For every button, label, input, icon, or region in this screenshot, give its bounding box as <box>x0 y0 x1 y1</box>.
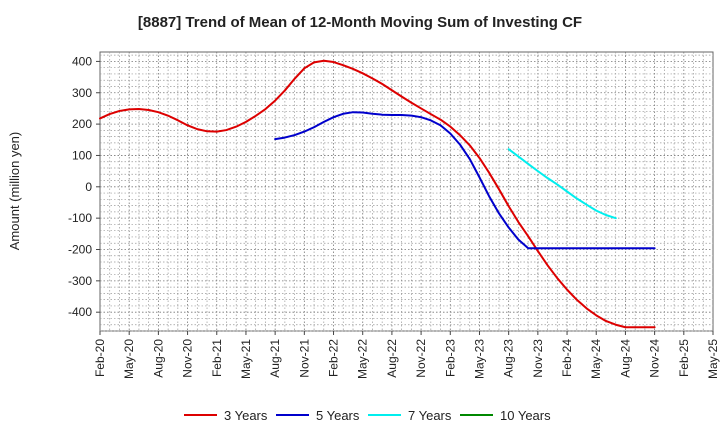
x-tick-label: Feb-25 <box>677 339 691 377</box>
y-axis-label: Amount (million yen) <box>7 132 22 251</box>
x-tick-label: Feb-20 <box>93 339 107 377</box>
legend-label-10-years: 10 Years <box>500 408 551 423</box>
x-tick-label: Feb-24 <box>560 339 574 377</box>
x-tick-label: May-20 <box>122 339 136 379</box>
y-tick-label: 400 <box>72 54 92 68</box>
x-tick-label: Aug-21 <box>268 339 282 378</box>
x-tick-label: Aug-23 <box>502 339 516 378</box>
x-tick-label: Feb-21 <box>210 339 224 377</box>
x-tick-label: Nov-23 <box>531 339 545 378</box>
x-tick-label: Nov-24 <box>648 339 662 378</box>
y-tick-label: -400 <box>68 305 92 319</box>
y-tick-label: 0 <box>85 180 92 194</box>
x-tick-label: Aug-24 <box>618 339 632 378</box>
x-tick-label: May-25 <box>706 339 720 379</box>
x-tick-label: Nov-20 <box>181 339 195 378</box>
x-tick-label: May-24 <box>589 339 603 379</box>
y-tick-label: 300 <box>72 86 92 100</box>
series-line-3-years <box>99 59 656 329</box>
x-tick-label: May-23 <box>472 339 486 379</box>
x-tick-label: Aug-20 <box>151 339 165 378</box>
chart-title: [8887] Trend of Mean of 12-Month Moving … <box>137 14 583 31</box>
x-tick-label: May-21 <box>239 339 253 379</box>
y-tick-label: 200 <box>72 117 92 131</box>
x-tick-label: Nov-21 <box>297 339 311 378</box>
legend-label-3-years: 3 Years <box>224 408 268 423</box>
x-tick-label: Feb-23 <box>443 339 457 377</box>
y-tick-label: -300 <box>68 274 92 288</box>
legend: 3 Years 5 Years 7 Years 10 Years <box>184 408 551 423</box>
legend-label-7-years: 7 Years <box>408 408 452 423</box>
series-line-5-years <box>274 111 656 250</box>
y-tick-label: -200 <box>68 242 92 256</box>
y-tick-label: -100 <box>68 211 92 225</box>
plot-area: 400 300 200 100 0 -100 -200 -300 -400 Feb-20 May-2… <box>68 51 720 379</box>
x-tick-label: Nov-22 <box>414 339 428 378</box>
series-line-7-years <box>507 148 617 220</box>
x-tick-label: Feb-22 <box>327 339 341 377</box>
legend-label-5-years: 5 Years <box>316 408 360 423</box>
x-tick-label: May-22 <box>356 339 370 379</box>
y-tick-label: 100 <box>72 148 92 162</box>
x-tick-label: Aug-22 <box>385 339 399 378</box>
plot-frame <box>99 51 714 332</box>
